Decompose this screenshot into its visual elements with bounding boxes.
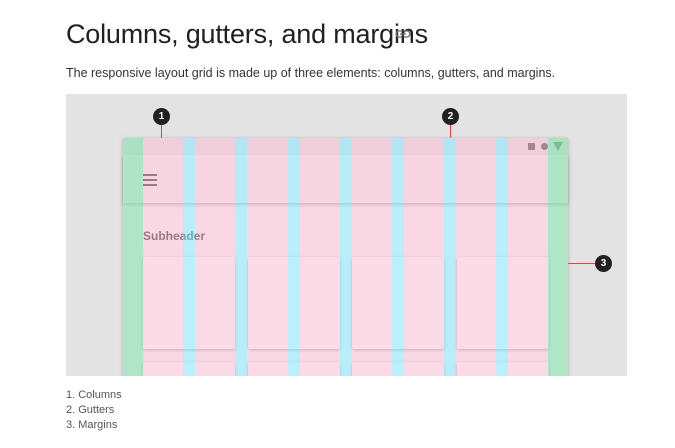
stop-icon <box>528 143 535 150</box>
page-title: Columns, gutters, and margins <box>66 19 428 49</box>
gutter-overlay <box>444 138 456 376</box>
marker-gutters: 2 <box>442 108 459 125</box>
gutter-overlay <box>235 138 247 376</box>
marker-columns: 1 <box>153 108 170 125</box>
margin-overlay <box>123 138 143 376</box>
column-overlay <box>195 138 235 376</box>
intro-text: The responsive layout grid is made up of… <box>66 66 556 80</box>
column-overlay <box>247 138 288 376</box>
layout-grid-figure: Subheader 1 2 3 <box>66 94 627 376</box>
column-overlay <box>300 138 340 376</box>
column-overlay <box>352 138 392 376</box>
column-overlay <box>143 138 183 376</box>
column-overlay <box>508 138 548 376</box>
home-icon <box>541 143 548 150</box>
gutter-overlay <box>288 138 300 376</box>
legend-item-margins: 3. Margins <box>66 419 118 431</box>
gutter-overlay <box>392 138 404 376</box>
figure-legend: 1. Columns 2. Gutters 3. Margins <box>66 388 122 433</box>
gutter-overlay <box>340 138 352 376</box>
marker-margins: 3 <box>595 255 612 272</box>
column-overlay <box>456 138 496 376</box>
callout-line-gutters <box>450 124 451 138</box>
callout-line-columns <box>161 124 162 138</box>
legend-item-gutters: 2. Gutters <box>66 404 115 416</box>
gutter-overlay <box>183 138 195 376</box>
margin-overlay <box>548 138 568 376</box>
device-mockup: Subheader <box>123 138 568 376</box>
link-icon[interactable] <box>393 25 413 43</box>
callout-line-margins <box>568 263 595 264</box>
gutter-overlay <box>496 138 508 376</box>
menu-icon[interactable] <box>143 174 157 186</box>
column-overlay <box>404 138 444 376</box>
legend-item-columns: 1. Columns <box>66 389 122 401</box>
